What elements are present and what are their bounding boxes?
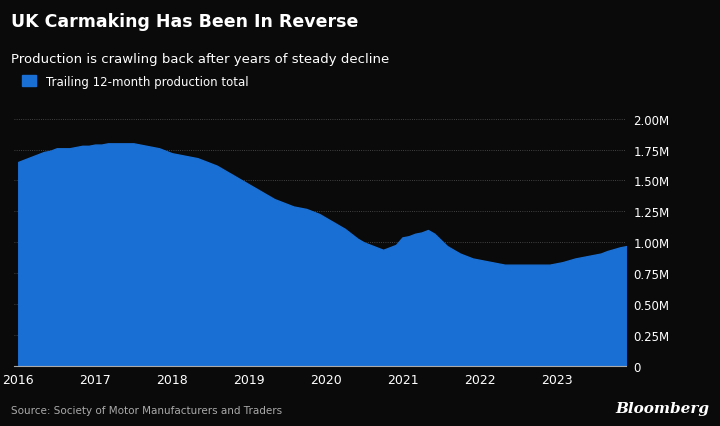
Text: Source: Society of Motor Manufacturers and Traders: Source: Society of Motor Manufacturers a…: [11, 406, 282, 415]
Legend: Trailing 12-month production total: Trailing 12-month production total: [17, 71, 253, 93]
Text: UK Carmaking Has Been In Reverse: UK Carmaking Has Been In Reverse: [11, 13, 358, 31]
Text: Bloomberg: Bloomberg: [615, 401, 709, 415]
Text: Production is crawling back after years of steady decline: Production is crawling back after years …: [11, 53, 389, 66]
